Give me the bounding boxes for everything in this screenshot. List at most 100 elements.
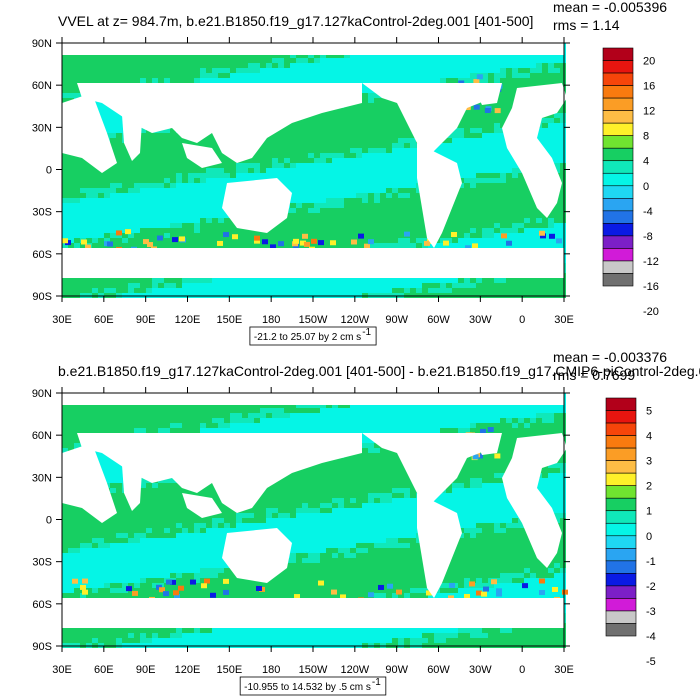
range-unit-exponent: -1	[372, 677, 381, 688]
colorbar-label: 20	[643, 56, 655, 68]
x-tick-label: 150W	[299, 664, 328, 676]
colorbar-swatch	[605, 535, 637, 549]
x-tick-label: 90E	[136, 664, 156, 676]
colorbar-swatch	[602, 47, 634, 61]
x-tick-label: 150E	[216, 314, 242, 326]
colorbar-label: -20	[643, 306, 659, 318]
range-box-border	[249, 326, 377, 346]
colorbar-swatch	[605, 497, 637, 512]
y-tick-label: 60S	[32, 599, 52, 611]
colorbar-swatch	[602, 60, 634, 74]
x-tick-label: 150E	[216, 664, 242, 676]
colorbar-label: -8	[643, 231, 653, 243]
x-tick-label: 120E	[175, 314, 201, 326]
colorbar-swatch	[605, 560, 637, 574]
x-tick-label: 180	[262, 664, 280, 676]
range-unit-exponent: -1	[362, 327, 371, 338]
y-tick-label: 30N	[32, 472, 52, 484]
colorbar-swatch	[602, 97, 634, 111]
colorbar-label: 1	[646, 506, 652, 518]
x-tick-label: 180	[262, 314, 280, 326]
colorbar-swatch	[602, 273, 634, 287]
colorbar-swatch	[605, 598, 637, 612]
colorbar-swatch	[602, 210, 634, 224]
colorbar-swatch	[602, 85, 634, 99]
colorbar-swatch	[602, 185, 634, 199]
y-tick-label: 90S	[32, 291, 52, 303]
x-tick-label: 120E	[175, 664, 201, 676]
range-label-box: -21.2 to 25.07 by 2 cm s -1	[249, 326, 377, 346]
colorbar-swatch	[605, 548, 637, 562]
y-tick-label: 90N	[32, 38, 52, 50]
colorbar-label: -2	[646, 581, 656, 593]
x-tick-label: 30E	[554, 664, 574, 676]
x-tick-label: 0	[519, 664, 525, 676]
x-tick-label: 150W	[299, 314, 328, 326]
colorbar: 5 4 3 2 1 0 -1 -2 -3 -4 -5	[605, 397, 656, 668]
x-tick-label: 30E	[52, 664, 72, 676]
x-tick-label: 30W	[469, 314, 492, 326]
colorbar-label: 5	[646, 406, 652, 418]
range-label: -21.2 to 25.07 by 2 cm s	[254, 332, 361, 343]
colorbar-swatch	[602, 160, 634, 174]
x-tick-label: 120W	[340, 664, 369, 676]
colorbar-swatch	[605, 460, 637, 474]
colorbar-swatch	[605, 485, 637, 499]
colorbar-label: -4	[643, 206, 653, 218]
x-tick-label: 60E	[94, 664, 114, 676]
colorbar-swatch	[602, 223, 634, 237]
colorbar-swatch	[602, 198, 634, 212]
colorbar-swatch	[605, 447, 637, 461]
y-tick-label: 0	[46, 165, 52, 177]
colorbar-swatch	[605, 510, 637, 524]
x-tick-label: 30E	[52, 314, 72, 326]
colorbar-swatch	[605, 472, 637, 486]
y-tick-label: 0	[46, 515, 52, 527]
colorbar-label: 4	[643, 156, 649, 168]
y-tick-label: 30N	[32, 122, 52, 134]
colorbar-swatch	[602, 110, 634, 124]
colorbar-label: -12	[643, 256, 659, 268]
colorbar-swatch	[602, 135, 634, 149]
colorbar-label: 8	[643, 131, 649, 143]
range-label-box: -10.955 to 14.532 by .5 cm s -1	[239, 676, 387, 696]
colorbar-label: -5	[646, 656, 656, 668]
colorbar-swatch	[605, 623, 637, 637]
colorbar-swatch	[602, 260, 634, 274]
colorbar-swatch	[602, 172, 634, 187]
colorbar-swatch	[605, 585, 637, 599]
y-tick-label: 30S	[32, 557, 52, 569]
colorbar-label: 3	[646, 456, 652, 468]
x-tick-label: 60E	[94, 314, 114, 326]
y-tick-label: 90S	[32, 641, 52, 653]
colorbar-label: -4	[646, 631, 656, 643]
colorbar-swatch	[602, 147, 634, 162]
y-tick-label: 60N	[32, 430, 52, 442]
stat-mean: mean = -0.003376	[553, 349, 667, 365]
colorbar-swatch	[605, 435, 637, 449]
range-box-border	[239, 676, 387, 696]
colorbar-label: 16	[643, 81, 655, 93]
x-tick-label: 120W	[340, 314, 369, 326]
colorbar-swatch	[602, 122, 634, 136]
chart-title: VVEL at z= 984.7m, b.e21.B1850.f19_g17.1…	[58, 13, 533, 29]
colorbar-label: 0	[643, 181, 649, 193]
colorbar-label: 0	[646, 531, 652, 543]
colorbar-swatch	[605, 410, 637, 424]
x-tick-label: 0	[519, 314, 525, 326]
colorbar-label: -16	[643, 281, 659, 293]
stat-rms: rms = 1.14	[553, 17, 620, 33]
x-tick-label: 90W	[385, 664, 408, 676]
x-tick-label: 60W	[427, 664, 450, 676]
y-tick-label: 90N	[32, 388, 52, 400]
y-tick-label: 60N	[32, 80, 52, 92]
x-tick-label: 90E	[136, 314, 156, 326]
x-tick-label: 30E	[554, 314, 574, 326]
colorbar-label: 12	[643, 106, 655, 118]
continents	[62, 393, 567, 628]
y-tick-label: 30S	[32, 207, 52, 219]
colorbar-swatch	[605, 522, 637, 537]
x-tick-label: 30W	[469, 664, 492, 676]
chart-title: b.e21.B1850.f19_g17.127kaControl-2deg.00…	[58, 363, 700, 379]
